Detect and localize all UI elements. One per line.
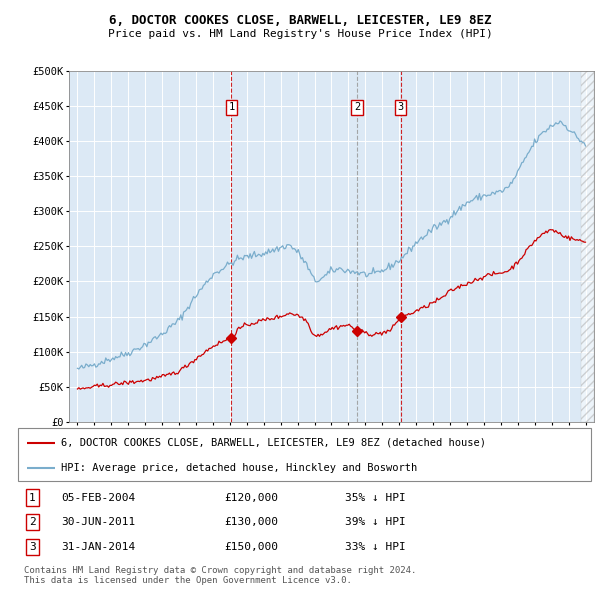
Text: HPI: Average price, detached house, Hinckley and Bosworth: HPI: Average price, detached house, Hinc…: [61, 463, 417, 473]
Text: £120,000: £120,000: [224, 493, 278, 503]
Text: 6, DOCTOR COOKES CLOSE, BARWELL, LEICESTER, LE9 8EZ (detached house): 6, DOCTOR COOKES CLOSE, BARWELL, LEICEST…: [61, 438, 486, 448]
Text: 35% ↓ HPI: 35% ↓ HPI: [344, 493, 406, 503]
Text: 33% ↓ HPI: 33% ↓ HPI: [344, 542, 406, 552]
Text: 30-JUN-2011: 30-JUN-2011: [61, 517, 135, 527]
Text: 2: 2: [354, 102, 360, 112]
Text: 1: 1: [228, 102, 235, 112]
Text: 2: 2: [29, 517, 36, 527]
Text: 05-FEB-2004: 05-FEB-2004: [61, 493, 135, 503]
Text: Contains HM Land Registry data © Crown copyright and database right 2024.
This d: Contains HM Land Registry data © Crown c…: [24, 566, 416, 585]
Bar: [581, 71, 594, 422]
Text: 1: 1: [29, 493, 36, 503]
Text: 39% ↓ HPI: 39% ↓ HPI: [344, 517, 406, 527]
Text: 3: 3: [29, 542, 36, 552]
Text: £150,000: £150,000: [224, 542, 278, 552]
Text: 31-JAN-2014: 31-JAN-2014: [61, 542, 135, 552]
FancyBboxPatch shape: [18, 428, 591, 481]
Text: 3: 3: [397, 102, 404, 112]
Text: £130,000: £130,000: [224, 517, 278, 527]
Text: Price paid vs. HM Land Registry's House Price Index (HPI): Price paid vs. HM Land Registry's House …: [107, 30, 493, 39]
Text: 6, DOCTOR COOKES CLOSE, BARWELL, LEICESTER, LE9 8EZ: 6, DOCTOR COOKES CLOSE, BARWELL, LEICEST…: [109, 14, 491, 27]
